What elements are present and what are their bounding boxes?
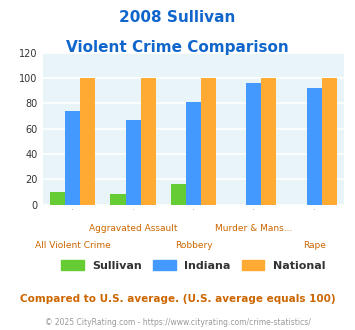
Text: Violent Crime Comparison: Violent Crime Comparison [66,40,289,54]
Bar [261,78,277,205]
Legend: Sullivan, Indiana, National: Sullivan, Indiana, National [57,256,330,275]
Bar [80,78,95,205]
Bar [141,78,156,205]
Bar [126,120,141,205]
Text: Robbery: Robbery [175,241,212,250]
Text: © 2025 CityRating.com - https://www.cityrating.com/crime-statistics/: © 2025 CityRating.com - https://www.city… [45,318,310,327]
Bar [186,102,201,205]
Text: All Violent Crime: All Violent Crime [35,241,111,250]
Text: Aggravated Assault: Aggravated Assault [89,224,178,233]
Text: Compared to U.S. average. (U.S. average equals 100): Compared to U.S. average. (U.S. average … [20,294,335,304]
Bar [246,83,261,205]
Bar [307,88,322,205]
Text: 2008 Sullivan: 2008 Sullivan [119,10,236,25]
Bar [65,111,80,205]
Bar [110,194,126,205]
Text: Rape: Rape [303,241,326,250]
Bar [50,192,65,205]
Bar [322,78,337,205]
Bar [171,184,186,205]
Text: Murder & Mans...: Murder & Mans... [215,224,293,233]
Bar [201,78,216,205]
